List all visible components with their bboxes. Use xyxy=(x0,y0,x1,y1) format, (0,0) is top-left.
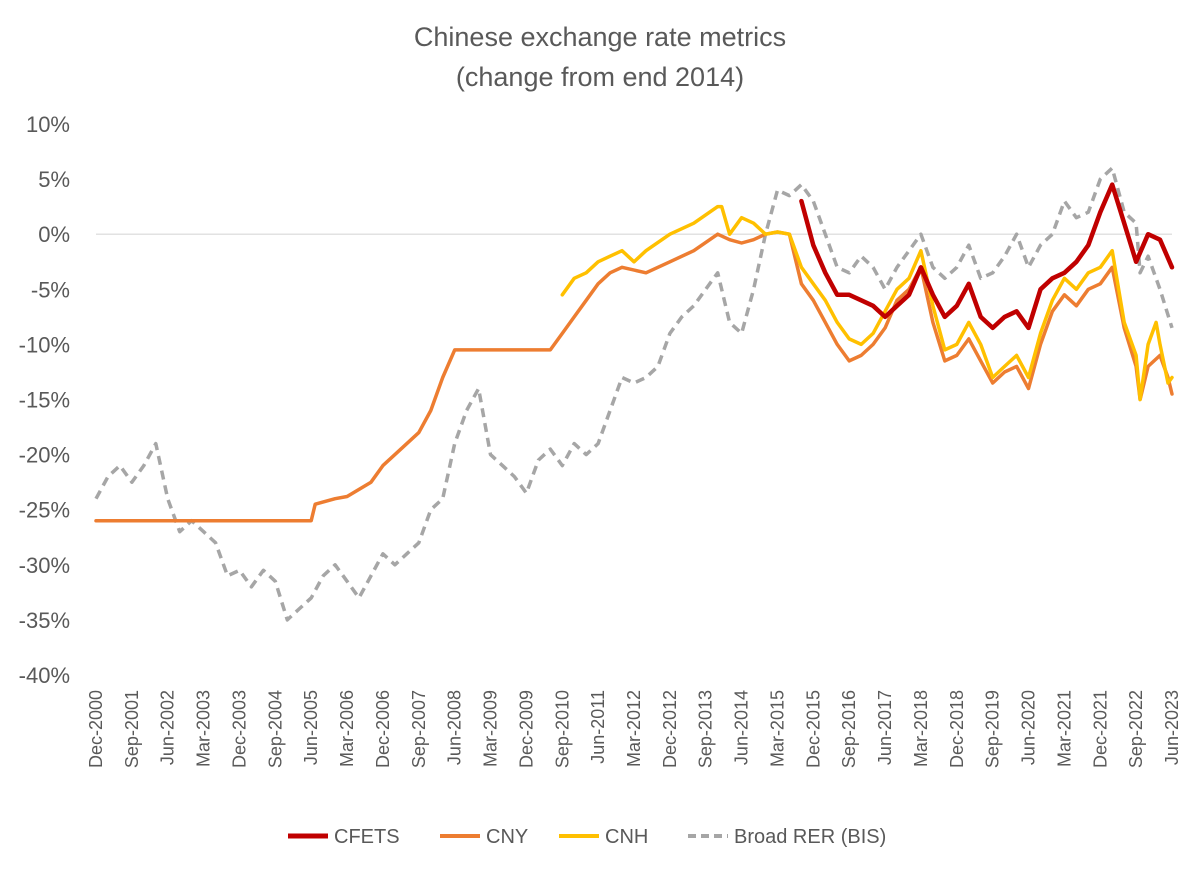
x-tick-label: Jun-2023 xyxy=(1162,690,1182,765)
x-tick-label: Jun-2005 xyxy=(301,690,321,765)
x-tick-label: Dec-2009 xyxy=(516,690,536,768)
y-tick-label: -5% xyxy=(31,277,70,302)
y-tick-label: -25% xyxy=(19,498,70,523)
series-line-cnh xyxy=(560,204,1174,402)
x-tick-label: Dec-2003 xyxy=(229,690,249,768)
x-tick-label: Jun-2011 xyxy=(588,690,608,764)
series-layer xyxy=(94,166,1175,622)
x-tick-label: Mar-2018 xyxy=(911,690,931,767)
legend-label: CNH xyxy=(605,826,648,848)
x-tick-label: Jun-2017 xyxy=(875,690,895,765)
series-line-cfets xyxy=(799,182,1175,331)
x-tick-label: Sep-2013 xyxy=(696,690,716,768)
x-tick-label: Jun-2002 xyxy=(158,690,178,765)
y-tick-label: -40% xyxy=(19,663,70,688)
y-tick-label: 0% xyxy=(38,222,70,247)
series-line-broad-rer-bis xyxy=(94,166,1174,622)
y-tick-label: -35% xyxy=(19,608,70,633)
x-tick-label: Sep-2019 xyxy=(983,690,1003,768)
series-line-cny xyxy=(94,230,1174,523)
x-tick-label: Dec-2006 xyxy=(373,690,393,768)
x-tick-label: Sep-2004 xyxy=(265,690,285,768)
x-tick-label: Mar-2006 xyxy=(337,690,357,767)
x-tick-label: Dec-2015 xyxy=(803,690,823,768)
x-axis: Dec-2000 Sep-2001 Jun-2002 Mar-2003 Dec-2003… xyxy=(86,690,1182,768)
x-tick-label: Dec-2000 xyxy=(86,690,106,768)
x-tick-label: Sep-2007 xyxy=(409,690,429,768)
y-tick-label: -30% xyxy=(19,553,70,578)
chart-subtitle: (change from end 2014) xyxy=(456,62,744,92)
y-tick-label: -10% xyxy=(19,332,70,357)
y-tick-label: -20% xyxy=(19,443,70,468)
chart-title: Chinese exchange rate metrics xyxy=(414,22,786,52)
legend-label: Broad RER (BIS) xyxy=(734,826,886,848)
x-tick-label: Jun-2008 xyxy=(445,690,465,765)
x-tick-label: Jun-2020 xyxy=(1019,690,1039,765)
x-tick-label: Mar-2012 xyxy=(624,690,644,767)
x-tick-label: Dec-2021 xyxy=(1090,690,1110,768)
x-tick-label: Mar-2021 xyxy=(1054,690,1074,767)
legend: CFETS CNY CNH Broad RER (BIS) xyxy=(288,826,886,848)
x-tick-label: Jun-2014 xyxy=(732,690,752,765)
y-tick-label: 10% xyxy=(26,112,70,137)
y-axis: 10% 5% 0% -5% -10% -15% -20% -25% -30% -35% -40% xyxy=(19,112,70,688)
x-tick-label: Sep-2001 xyxy=(122,690,142,768)
x-tick-label: Dec-2018 xyxy=(947,690,967,768)
y-tick-label: -15% xyxy=(19,388,70,413)
x-tick-label: Mar-2003 xyxy=(194,690,214,767)
x-tick-label: Sep-2016 xyxy=(839,690,859,768)
x-tick-label: Sep-2010 xyxy=(552,690,572,768)
x-tick-label: Sep-2022 xyxy=(1126,690,1146,768)
y-tick-label: 5% xyxy=(38,167,70,192)
x-tick-label: Dec-2012 xyxy=(660,690,680,768)
legend-label: CFETS xyxy=(334,826,400,848)
legend-label: CNY xyxy=(486,826,528,848)
x-tick-label: Mar-2009 xyxy=(481,690,501,767)
x-tick-label: Mar-2015 xyxy=(767,690,787,767)
